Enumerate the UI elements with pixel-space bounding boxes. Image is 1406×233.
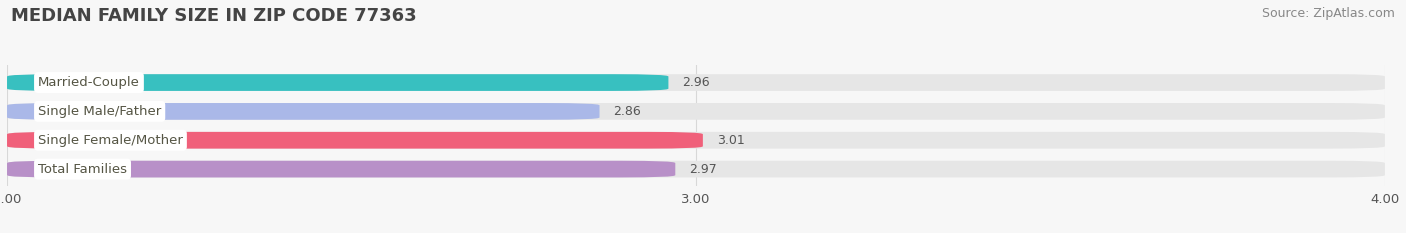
Text: 2.97: 2.97 xyxy=(689,163,717,176)
Text: 2.86: 2.86 xyxy=(613,105,641,118)
Text: Total Families: Total Families xyxy=(38,163,127,176)
Text: Married-Couple: Married-Couple xyxy=(38,76,141,89)
FancyBboxPatch shape xyxy=(7,103,1385,120)
Text: Source: ZipAtlas.com: Source: ZipAtlas.com xyxy=(1261,7,1395,20)
Text: Single Male/Father: Single Male/Father xyxy=(38,105,162,118)
FancyBboxPatch shape xyxy=(7,132,1385,149)
FancyBboxPatch shape xyxy=(7,74,668,91)
Text: Single Female/Mother: Single Female/Mother xyxy=(38,134,183,147)
FancyBboxPatch shape xyxy=(7,161,1385,178)
FancyBboxPatch shape xyxy=(7,103,599,120)
FancyBboxPatch shape xyxy=(7,74,1385,91)
FancyBboxPatch shape xyxy=(7,132,703,149)
Text: MEDIAN FAMILY SIZE IN ZIP CODE 77363: MEDIAN FAMILY SIZE IN ZIP CODE 77363 xyxy=(11,7,416,25)
Text: 3.01: 3.01 xyxy=(717,134,744,147)
FancyBboxPatch shape xyxy=(7,161,675,178)
Text: 2.96: 2.96 xyxy=(682,76,710,89)
